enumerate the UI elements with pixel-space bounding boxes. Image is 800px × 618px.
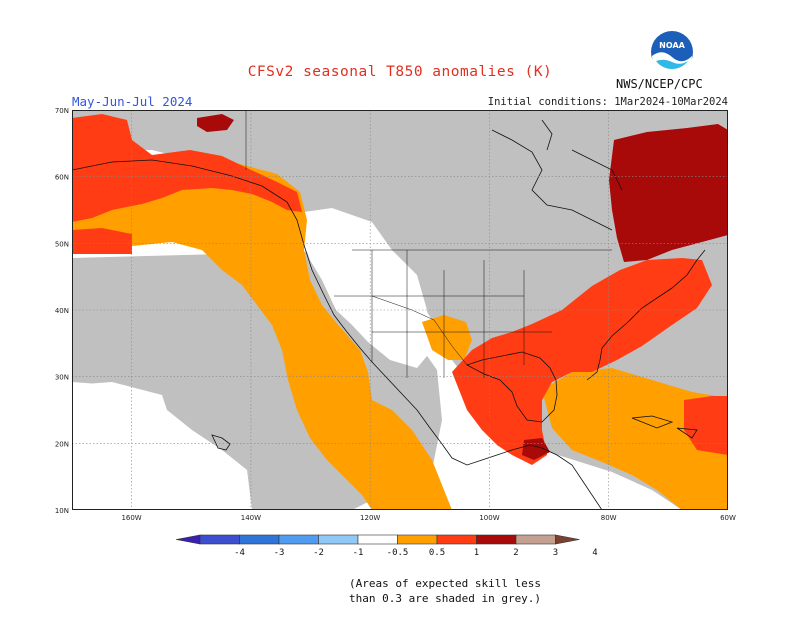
colorbar-segment bbox=[318, 534, 359, 545]
colorbar-segment bbox=[199, 534, 240, 545]
colorbar-label: 4 bbox=[592, 548, 597, 558]
noaa-logo-text: NOAA bbox=[659, 41, 685, 50]
colorbar-label: 1 bbox=[474, 548, 479, 558]
map-title: CFSv2 seasonal T850 anomalies (K) bbox=[247, 64, 553, 80]
colorbar-label: 2 bbox=[513, 548, 518, 558]
colorbar-segment bbox=[476, 534, 517, 545]
agency-credit: NWS/NCEP/CPC bbox=[616, 77, 703, 91]
colorbar-label: 3 bbox=[553, 548, 558, 558]
colorbar: -4 -3 -2 -1 -0.5 0.5 1 2 3 4 bbox=[175, 534, 598, 558]
colorbar-label: -0.5 bbox=[387, 548, 409, 558]
colorbar-arrow-right bbox=[555, 534, 580, 545]
colorbar-segment bbox=[515, 534, 556, 545]
skill-note: (Areas of expected skill less than 0.3 a… bbox=[349, 576, 541, 606]
lon-label: 60W bbox=[720, 514, 736, 522]
colorbar-arrow-left bbox=[175, 534, 201, 545]
colorbar-segment bbox=[357, 534, 398, 545]
colorbar-segment bbox=[239, 534, 280, 545]
lat-label: 10N bbox=[55, 507, 69, 515]
colorbar-label: -4 bbox=[234, 548, 245, 558]
lon-label: 80W bbox=[601, 514, 617, 522]
colorbar-segment bbox=[436, 534, 477, 545]
colorbar-segment bbox=[397, 534, 438, 545]
colorbar-label: -3 bbox=[274, 548, 285, 558]
colorbar-segment bbox=[278, 534, 319, 545]
lat-label: 20N bbox=[55, 440, 69, 448]
map-frame bbox=[72, 110, 728, 510]
lat-label: 70N bbox=[55, 107, 69, 115]
initial-conditions: Initial conditions: 1Mar2024-10Mar2024 bbox=[487, 96, 728, 108]
lon-label: 160W bbox=[121, 514, 141, 522]
skill-note-line-1: (Areas of expected skill less bbox=[349, 577, 542, 590]
graticule bbox=[72, 110, 728, 510]
coastlines bbox=[72, 119, 706, 510]
lat-label: 60N bbox=[55, 174, 69, 182]
lon-label: 140W bbox=[241, 514, 261, 522]
lat-label: 30N bbox=[55, 374, 69, 382]
lat-label: 50N bbox=[55, 240, 69, 248]
political-borders bbox=[245, 110, 612, 378]
season-label: May-Jun-Jul 2024 bbox=[72, 94, 193, 109]
neutral-region bbox=[72, 208, 432, 510]
lat-label: 40N bbox=[55, 307, 69, 315]
noaa-logo: NOAA bbox=[651, 31, 693, 74]
anomaly-orange bbox=[72, 162, 728, 510]
skill-note-line-2: than 0.3 are shaded in grey.) bbox=[349, 592, 542, 605]
colorbar-label: 0.5 bbox=[429, 548, 445, 558]
longitude-labels: 160W 140W 120W 100W 80W 60W bbox=[121, 514, 736, 522]
lon-label: 100W bbox=[479, 514, 499, 522]
latitude-labels: 70N 60N 50N 40N 30N 20N 10N bbox=[55, 107, 69, 515]
lon-label: 120W bbox=[360, 514, 380, 522]
axis-labels: 70N 60N 50N 40N 30N 20N 10N 160W 140W 120W 100W 80… bbox=[55, 107, 736, 522]
colorbar-label: -1 bbox=[353, 548, 364, 558]
anomaly-map bbox=[72, 110, 728, 510]
anomaly-darkred bbox=[197, 114, 728, 460]
colorbar-label: -2 bbox=[313, 548, 324, 558]
